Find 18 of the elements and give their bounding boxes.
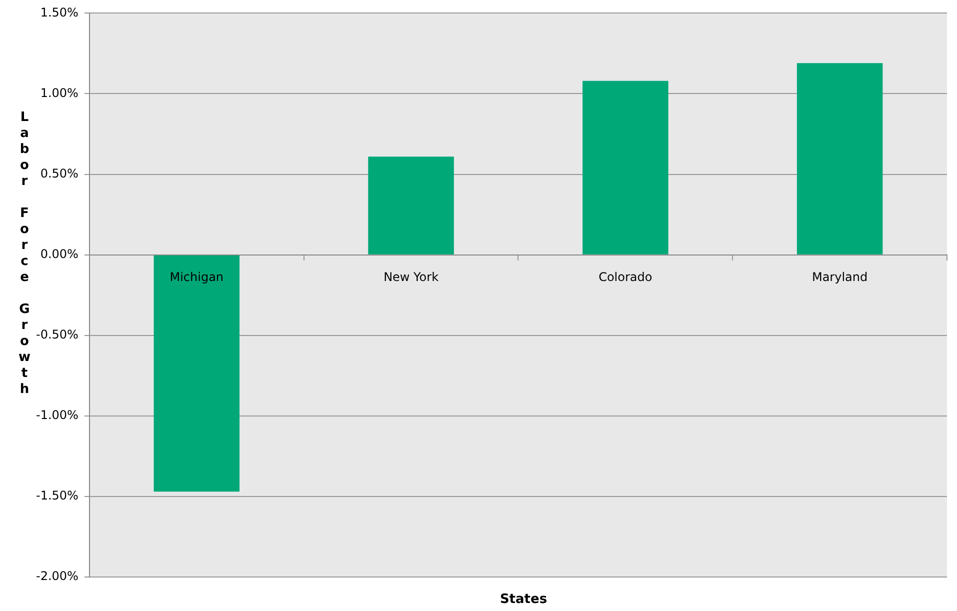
y-axis-title: Labor Force Growth xyxy=(17,110,32,398)
y-tick-label: 1.50% xyxy=(40,5,78,20)
y-tick-label: -1.00% xyxy=(36,408,78,422)
x-tick-label: Colorado xyxy=(598,270,652,284)
y-tick-label: 0.50% xyxy=(40,166,78,180)
bar xyxy=(582,80,668,254)
x-tick-label: Maryland xyxy=(812,270,868,284)
y-tick-label: 1.00% xyxy=(40,86,78,100)
y-tick-label: -1.50% xyxy=(36,488,78,503)
y-tick-label: 0.00% xyxy=(40,246,78,261)
y-tick-label: -2.00% xyxy=(36,569,78,584)
x-tick-label: New York xyxy=(384,270,439,284)
bar xyxy=(368,156,454,254)
y-tick-label: -0.50% xyxy=(36,327,78,342)
x-tick-label: Michigan xyxy=(170,270,224,284)
bar xyxy=(154,255,240,492)
x-axis-title: States xyxy=(498,592,548,607)
bar xyxy=(796,63,883,254)
